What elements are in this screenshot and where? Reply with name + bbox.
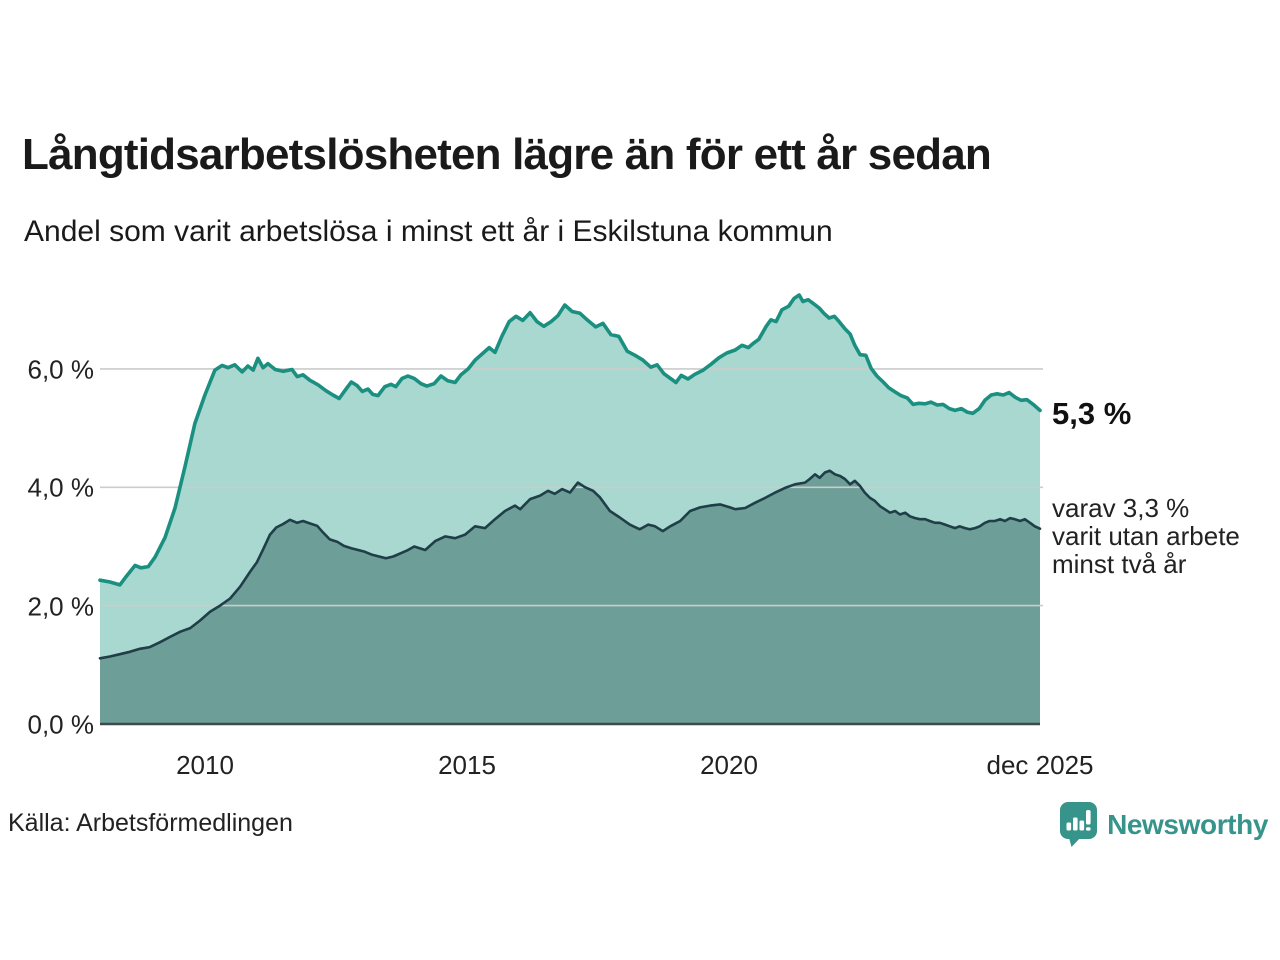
x-tick-label: 2020 [700, 750, 758, 780]
latest-value-label: 5,3 % [1052, 396, 1132, 431]
newsworthy-logo-icon [1060, 802, 1098, 847]
area-fill-series-2 [100, 470, 1040, 724]
secondary-value-note: varav 3,3 % varit utan arbete minst två … [1052, 493, 1240, 579]
source-credit: Källa: Arbetsförmedlingen [8, 809, 293, 837]
x-tick-label: dec 2025 [986, 750, 1094, 780]
page-title: Långtidsarbetslösheten lägre än för ett … [22, 130, 992, 179]
y-tick-label: 0,0 % [27, 709, 95, 740]
page-subtitle: Andel som varit arbetslösa i minst ett å… [24, 215, 833, 248]
x-tick-label: 2015 [438, 750, 496, 780]
newsworthy-logo: Newsworthy [1059, 800, 1268, 850]
line-series-2 [98, 469, 1042, 660]
y-tick-label: 6,0 % [27, 354, 95, 385]
y-tick-label: 2,0 % [27, 591, 95, 622]
x-tick-label: 2010 [176, 750, 234, 780]
line-series-1 [98, 293, 1042, 587]
y-tick-label: 4,0 % [27, 472, 95, 503]
newsworthy-wordmark: Newsworthy [1107, 809, 1268, 840]
